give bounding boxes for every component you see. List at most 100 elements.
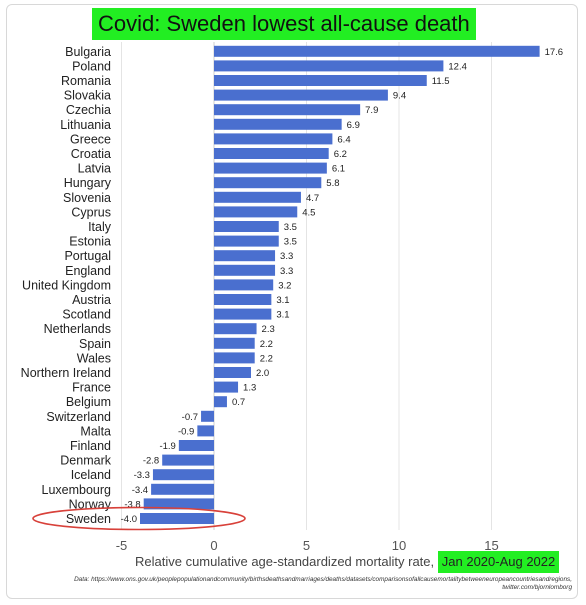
- value-label-26: -0.9: [178, 426, 194, 437]
- bar-22: [214, 367, 251, 378]
- category-label-10: Slovenia: [63, 191, 111, 205]
- category-label-21: Wales: [77, 351, 111, 365]
- category-label-4: Czechia: [66, 103, 111, 117]
- x-tick-label-4: 15: [484, 538, 498, 553]
- bar-6: [214, 133, 333, 145]
- category-label-14: Portugal: [64, 249, 111, 263]
- category-label-25: Switzerland: [46, 410, 111, 424]
- bar-18: [214, 308, 272, 320]
- value-label-8: 6.1: [332, 164, 345, 175]
- bar-0: [214, 45, 540, 57]
- bar-27: [178, 440, 214, 451]
- highlight-ellipse: [32, 506, 246, 531]
- value-label-25: -0.7: [182, 412, 198, 423]
- category-label-30: Luxembourg: [42, 483, 112, 497]
- value-label-12: 3.5: [284, 222, 297, 233]
- tweet-image-frame: [6, 4, 578, 599]
- bar-17: [214, 294, 272, 305]
- bar-21: [214, 352, 255, 364]
- category-label-29: Iceland: [71, 468, 111, 482]
- category-label-26: Malta: [80, 424, 111, 438]
- bar-25: [201, 410, 214, 422]
- bar-15: [214, 264, 276, 276]
- x-tick-label-1: 0: [210, 538, 217, 553]
- value-label-15: 3.3: [280, 266, 293, 277]
- category-label-23: France: [72, 381, 111, 395]
- x-axis-label: Relative cumulative age-standardized mor…: [135, 554, 435, 569]
- value-label-28: -2.8: [143, 456, 159, 467]
- bar-4: [214, 104, 361, 116]
- category-label-9: Hungary: [64, 176, 112, 190]
- value-label-16: 3.2: [278, 280, 291, 291]
- category-label-8: Latvia: [78, 162, 111, 176]
- bar-23: [214, 381, 239, 393]
- bar-30: [151, 483, 214, 495]
- category-label-22: Northern Ireland: [21, 366, 111, 380]
- value-label-20: 2.2: [260, 339, 273, 350]
- chart-title: Covid: Sweden lowest all-cause death: [92, 8, 476, 40]
- value-label-13: 3.5: [284, 237, 297, 248]
- value-label-4: 7.9: [365, 105, 378, 116]
- category-label-16: United Kingdom: [22, 278, 111, 292]
- value-label-24: 0.7: [232, 397, 245, 408]
- value-label-1: 12.4: [448, 61, 467, 72]
- bar-9: [214, 177, 322, 189]
- value-label-22: 2.0: [256, 368, 269, 379]
- category-label-28: Denmark: [60, 454, 111, 468]
- bar-28: [162, 454, 214, 466]
- bar-10: [214, 191, 301, 203]
- category-label-11: Cyprus: [71, 205, 111, 219]
- category-label-17: Austria: [72, 293, 111, 307]
- value-label-21: 2.2: [260, 353, 273, 364]
- value-label-14: 3.3: [280, 251, 293, 262]
- category-label-layer: BulgariaPolandRomaniaSlovakiaCzechiaLith…: [21, 45, 112, 526]
- value-label-9: 5.8: [326, 178, 339, 189]
- bar-11: [214, 206, 298, 218]
- category-label-2: Romania: [61, 74, 111, 88]
- bar-13: [214, 235, 279, 247]
- bar-20: [214, 337, 255, 349]
- category-label-7: Croatia: [71, 147, 111, 161]
- value-label-6: 6.4: [337, 134, 350, 145]
- bar-7: [214, 148, 329, 159]
- value-label-19: 2.3: [262, 324, 275, 335]
- bar-16: [214, 279, 274, 291]
- value-label-2: 11.5: [432, 76, 450, 87]
- category-label-24: Belgium: [66, 395, 111, 409]
- bar-26: [197, 425, 214, 437]
- x-tick-label-0: -5: [116, 538, 128, 553]
- value-label-0: 17.6: [545, 47, 564, 58]
- bar-layer: [140, 45, 540, 524]
- x-tick-label-2: 5: [303, 538, 310, 553]
- bar-14: [214, 250, 276, 262]
- value-label-23: 1.3: [243, 383, 256, 394]
- category-label-5: Lithuania: [60, 118, 111, 132]
- value-label-27: -1.9: [159, 441, 175, 452]
- category-label-12: Italy: [88, 220, 112, 234]
- value-label-layer: 17.6 12.4 11.5 9.4 7.9 6.9 6.4 6.2 6.1 5.8 4.7 4.5 3…: [121, 47, 563, 525]
- bar-5: [214, 118, 342, 130]
- value-label-5: 6.9: [347, 120, 360, 131]
- bar-8: [214, 162, 327, 174]
- tick-label-layer: -5 0 5 10 15: [116, 538, 499, 553]
- category-label-3: Slovakia: [64, 89, 111, 103]
- source-note: Data: https://www.ons.gov.uk/peoplepopul…: [74, 576, 572, 591]
- value-label-30: -3.4: [132, 485, 148, 496]
- category-label-15: England: [65, 264, 111, 278]
- value-label-10: 4.7: [306, 193, 319, 204]
- bar-1: [214, 60, 444, 72]
- category-label-13: Estonia: [69, 235, 111, 249]
- category-label-19: Netherlands: [44, 322, 111, 336]
- bar-12: [214, 221, 279, 232]
- category-label-27: Finland: [70, 439, 111, 453]
- category-label-6: Greece: [70, 132, 111, 146]
- value-label-18: 3.1: [276, 310, 289, 321]
- bar-29: [152, 469, 214, 481]
- value-label-29: -3.3: [134, 470, 150, 481]
- category-label-1: Poland: [72, 59, 111, 73]
- x-axis-label-date-range: Jan 2020-Aug 2022: [437, 551, 560, 573]
- value-label-31: -3.8: [124, 499, 140, 510]
- category-label-20: Spain: [79, 337, 111, 351]
- category-label-0: Bulgaria: [65, 45, 111, 59]
- bar-31: [143, 498, 214, 510]
